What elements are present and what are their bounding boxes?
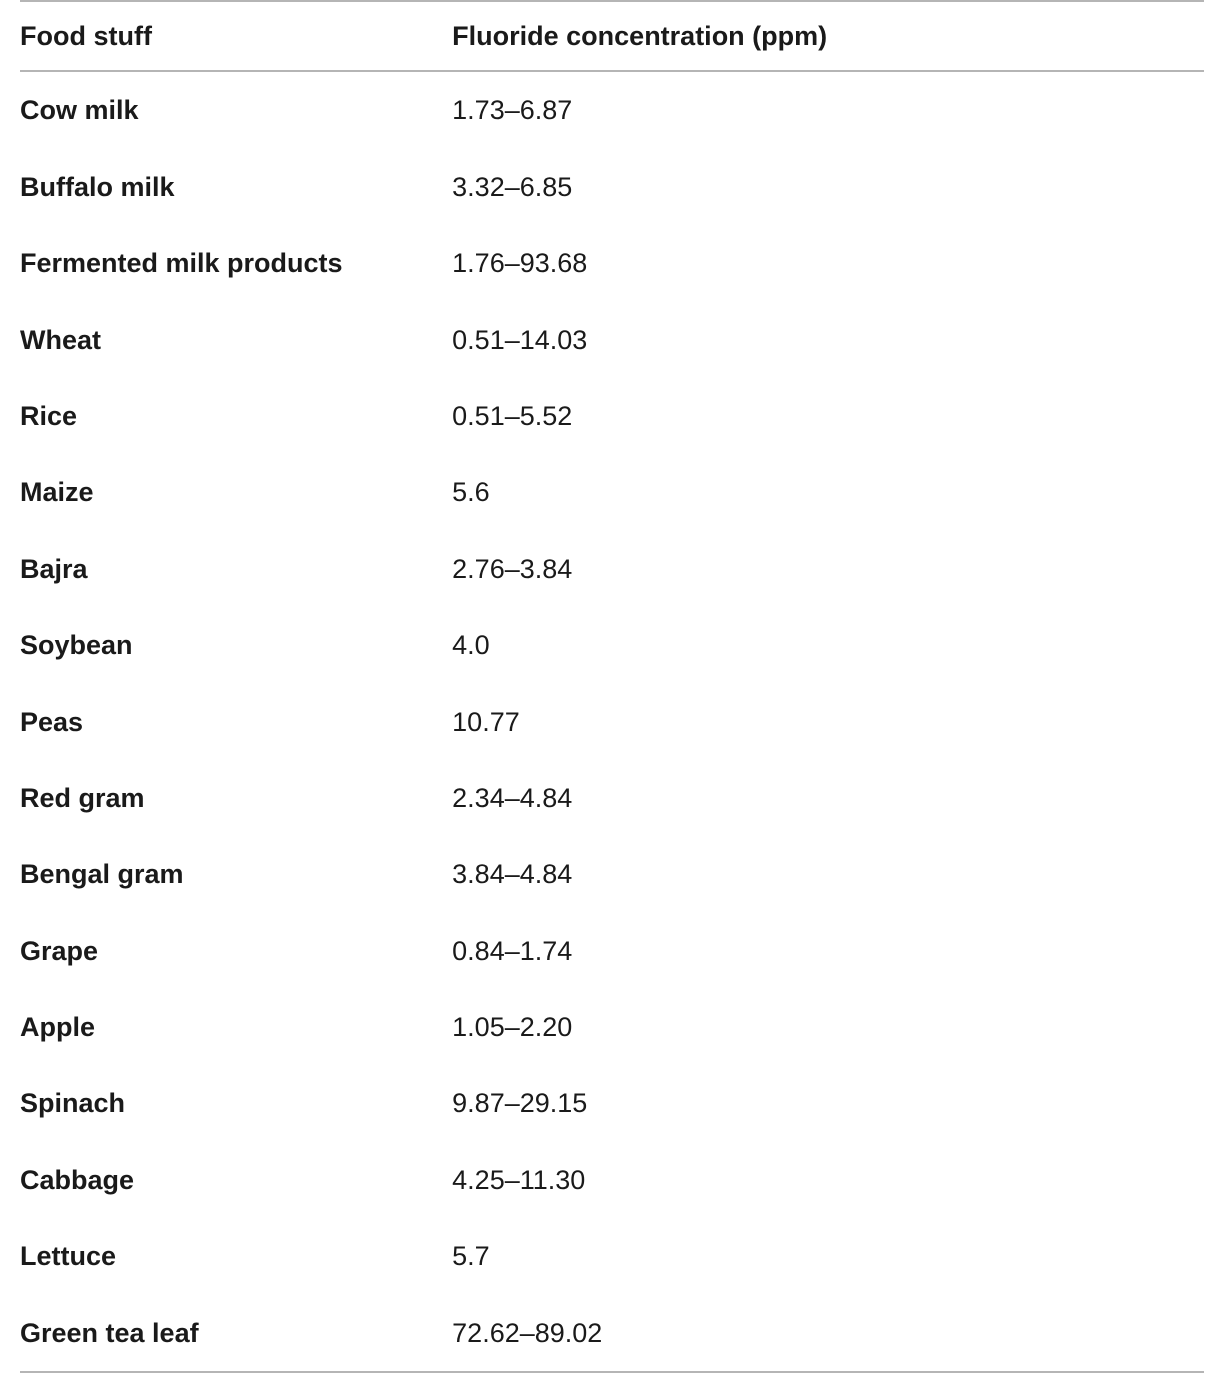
table-row: Lettuce 5.7 (20, 1218, 1204, 1294)
table-row: Bajra 2.76–3.84 (20, 531, 1204, 607)
table-row: Green tea leaf 72.62–89.02 (20, 1295, 1204, 1372)
cell-concentration: 1.05–2.20 (452, 989, 1204, 1065)
table-row: Cow milk 1.73–6.87 (20, 71, 1204, 148)
col-header-concentration: Fluoride concentration (ppm) (452, 1, 1204, 71)
cell-foodstuff: Spinach (20, 1065, 452, 1141)
cell-concentration: 2.34–4.84 (452, 760, 1204, 836)
cell-foodstuff: Buffalo milk (20, 149, 452, 225)
cell-foodstuff: Bajra (20, 531, 452, 607)
table-row: Fermented milk products 1.76–93.68 (20, 225, 1204, 301)
fluoride-table-container: Food stuff Fluoride concentration (ppm) … (0, 0, 1224, 1373)
cell-concentration: 5.6 (452, 454, 1204, 530)
table-header-row: Food stuff Fluoride concentration (ppm) (20, 1, 1204, 71)
cell-foodstuff: Apple (20, 989, 452, 1065)
table-row: Spinach 9.87–29.15 (20, 1065, 1204, 1141)
cell-foodstuff: Soybean (20, 607, 452, 683)
cell-concentration: 3.32–6.85 (452, 149, 1204, 225)
cell-concentration: 72.62–89.02 (452, 1295, 1204, 1372)
cell-concentration: 1.73–6.87 (452, 71, 1204, 148)
cell-concentration: 9.87–29.15 (452, 1065, 1204, 1141)
fluoride-table: Food stuff Fluoride concentration (ppm) … (20, 0, 1204, 1373)
cell-foodstuff: Maize (20, 454, 452, 530)
cell-foodstuff: Green tea leaf (20, 1295, 452, 1372)
cell-concentration: 10.77 (452, 684, 1204, 760)
table-row: Buffalo milk 3.32–6.85 (20, 149, 1204, 225)
cell-foodstuff: Cabbage (20, 1142, 452, 1218)
table-row: Grape 0.84–1.74 (20, 913, 1204, 989)
cell-foodstuff: Lettuce (20, 1218, 452, 1294)
cell-foodstuff: Grape (20, 913, 452, 989)
table-row: Wheat 0.51–14.03 (20, 302, 1204, 378)
cell-concentration: 0.84–1.74 (452, 913, 1204, 989)
cell-foodstuff: Peas (20, 684, 452, 760)
table-row: Rice 0.51–5.52 (20, 378, 1204, 454)
cell-concentration: 4.0 (452, 607, 1204, 683)
cell-foodstuff: Fermented milk products (20, 225, 452, 301)
cell-concentration: 3.84–4.84 (452, 836, 1204, 912)
cell-foodstuff: Rice (20, 378, 452, 454)
table-row: Bengal gram 3.84–4.84 (20, 836, 1204, 912)
cell-concentration: 5.7 (452, 1218, 1204, 1294)
cell-concentration: 1.76–93.68 (452, 225, 1204, 301)
col-header-foodstuff: Food stuff (20, 1, 452, 71)
cell-concentration: 0.51–14.03 (452, 302, 1204, 378)
table-row: Apple 1.05–2.20 (20, 989, 1204, 1065)
cell-concentration: 0.51–5.52 (452, 378, 1204, 454)
cell-foodstuff: Red gram (20, 760, 452, 836)
table-row: Cabbage 4.25–11.30 (20, 1142, 1204, 1218)
cell-concentration: 4.25–11.30 (452, 1142, 1204, 1218)
table-row: Peas 10.77 (20, 684, 1204, 760)
cell-foodstuff: Wheat (20, 302, 452, 378)
table-row: Red gram 2.34–4.84 (20, 760, 1204, 836)
cell-foodstuff: Bengal gram (20, 836, 452, 912)
cell-foodstuff: Cow milk (20, 71, 452, 148)
cell-concentration: 2.76–3.84 (452, 531, 1204, 607)
table-row: Maize 5.6 (20, 454, 1204, 530)
table-row: Soybean 4.0 (20, 607, 1204, 683)
